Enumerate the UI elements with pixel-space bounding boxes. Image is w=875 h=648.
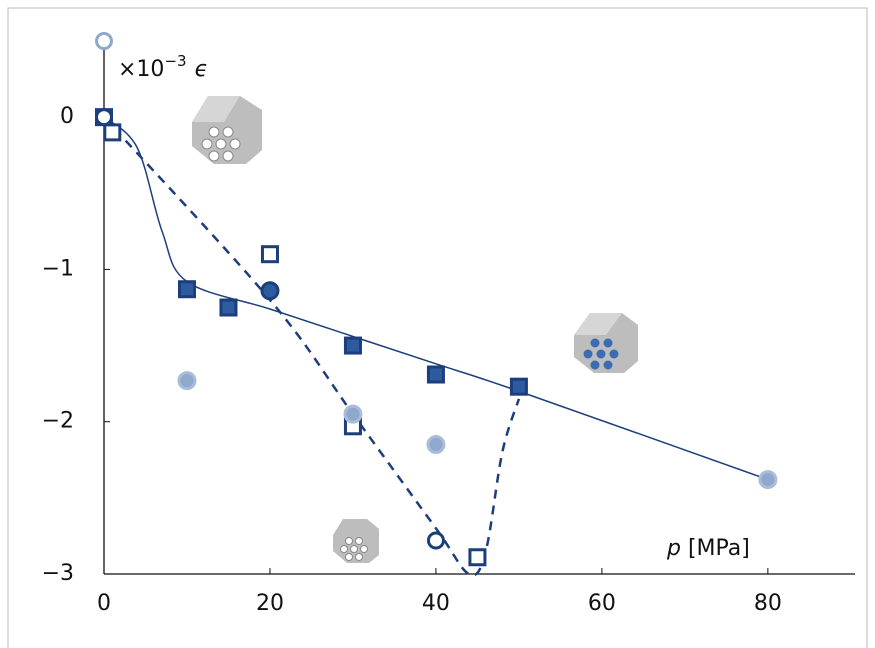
circle-marker [95, 32, 113, 50]
y-tick-label: −3 [42, 561, 74, 586]
line [103, 116, 521, 577]
circle-marker [758, 470, 778, 490]
square-marker [219, 298, 238, 317]
x-tick-label: 0 [97, 591, 111, 616]
x-axis-label: p [MPa] [666, 536, 750, 561]
y-tick-label: −2 [42, 409, 74, 434]
circle-marker [343, 404, 363, 424]
x-tick-label: 60 [588, 591, 616, 616]
circle-marker [426, 435, 446, 455]
icon-filled [574, 313, 638, 373]
square-marker [509, 377, 528, 396]
circle-marker [177, 371, 197, 391]
square-marker [103, 123, 122, 142]
circle-marker [260, 281, 280, 301]
frame [7, 7, 868, 648]
square-marker [260, 245, 279, 264]
square-marker [468, 548, 487, 567]
square-marker [343, 336, 362, 355]
x-tick-label: 40 [422, 591, 450, 616]
circle-marker [95, 108, 113, 127]
x-tick-label: 80 [754, 591, 782, 616]
y-tick-label: 0 [60, 104, 74, 129]
square-marker [426, 365, 445, 384]
x-tick-label: 20 [256, 591, 284, 616]
circle-marker [426, 531, 445, 550]
icon-small [333, 519, 379, 563]
y-axis-label: ×10−3 ϵ [118, 52, 208, 83]
line [103, 116, 769, 481]
y-tick-label: −1 [42, 256, 74, 281]
square-marker [177, 280, 196, 299]
icon-open [192, 96, 262, 164]
